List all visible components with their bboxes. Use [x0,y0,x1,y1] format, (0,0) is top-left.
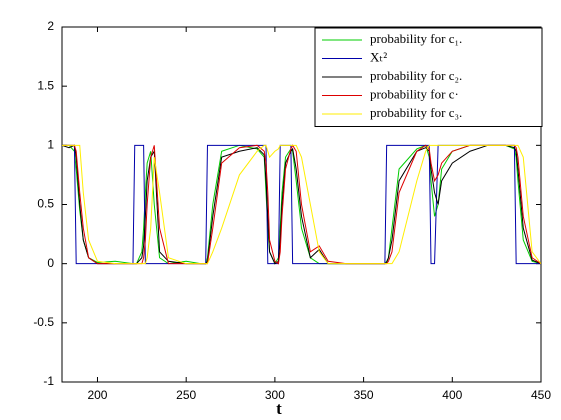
y-tick-label: -0.5 [33,315,54,329]
x-tick-label: 250 [176,388,196,402]
x-tick-label: 300 [265,388,285,402]
series-line [62,144,541,265]
y-tick-label: 0 [47,256,54,270]
x-tick-label: 350 [354,388,374,402]
x-tick-label: 450 [531,388,551,402]
legend-label: probability for c₁. [370,31,462,46]
y-tick-label: 0.5 [37,197,54,211]
legend-label: probability for c₃. [370,105,462,120]
legend-label: probability for c₂. [370,68,462,83]
y-tick-label: 1 [47,138,54,152]
legend-label: Xₜ² [370,49,387,64]
legend-label: probability for c· [370,86,459,101]
plot-lines [62,144,541,265]
series-line [62,144,541,265]
x-axis-label: t [276,399,282,418]
y-tick-label: -1 [43,374,54,388]
x-tick-label: 200 [87,388,107,402]
series-line [62,144,541,265]
y-tick-label: 2 [47,19,54,33]
x-tick-label: 400 [442,388,462,402]
y-tick-label: 1.5 [37,78,54,92]
